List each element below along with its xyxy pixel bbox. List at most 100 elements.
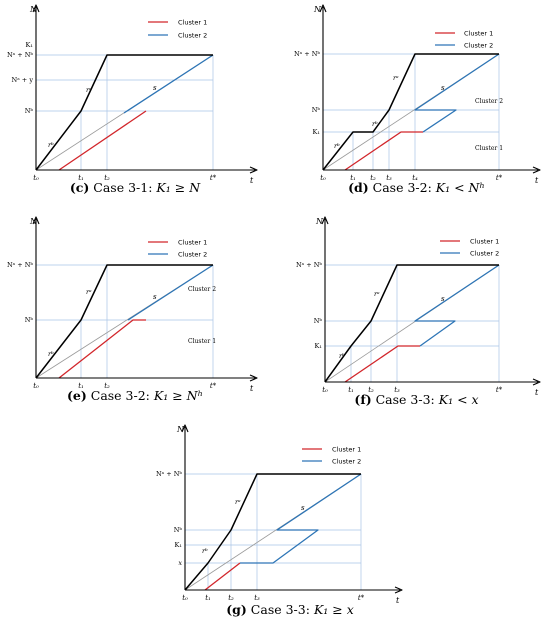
caption-e: (e) Case 3-2: K₁ ≥ Nʰ [0, 388, 270, 403]
y-tick-label: K₁ [26, 41, 34, 49]
aggregate-curve [322, 53, 499, 171]
legend-label-cluster1: Cluster 1 [178, 239, 207, 247]
caption-d: (d) Case 3-2: K₁ < Nʰ [283, 180, 550, 195]
caption-condition: K₁ ≥ N [156, 180, 201, 195]
caption-case: Case 3-1: [93, 180, 153, 195]
legend: Cluster 1 Cluster 2 [302, 446, 361, 466]
x-axis-arrow [532, 378, 541, 386]
x-tick-label: t* [210, 174, 217, 182]
y-axis-arrow [319, 4, 327, 13]
y-tick-label: Nᵃ + Nᵇ [7, 51, 33, 59]
legend: Cluster 1 Cluster 2 [440, 238, 499, 258]
y-axis-label: N [29, 217, 38, 226]
slope-label: rᵃ [235, 498, 241, 506]
panel-c: Cluster 1 Cluster 2 N t K₁ Nᵃ + Nᵇ Nᵃ + … [0, 0, 270, 205]
caption-tag: (g) [226, 602, 247, 617]
y-tick-label: x [178, 559, 182, 567]
slope-label: rᵇ [48, 350, 54, 358]
slope-label: rᵇ [48, 141, 54, 149]
slope-label: s [301, 504, 305, 512]
slope-label: rᵃ [393, 74, 399, 82]
region-label-cluster2: Cluster 2 [188, 286, 216, 293]
cluster1-curve [58, 110, 147, 171]
cluster1-curve [58, 319, 146, 379]
x-axis-label: t [535, 176, 539, 185]
x-tick-label: t₄ [412, 174, 418, 182]
x-tick-label: t₁ [78, 382, 84, 390]
y-tick-label: Nᵇ [25, 107, 34, 115]
legend-label-cluster1: Cluster 1 [470, 238, 499, 246]
slope-label: rᵃ [86, 288, 92, 296]
x-axis-arrow [249, 166, 258, 174]
x-tick-label: t* [496, 386, 503, 394]
slope-label: s [441, 295, 445, 303]
caption-case: Case 3-2: [372, 180, 432, 195]
x-tick-label: t₂ [104, 174, 110, 182]
caption-c: (c) Case 3-1: K₁ ≥ N [0, 180, 270, 195]
y-axis-arrow [181, 424, 189, 433]
legend-label-cluster2: Cluster 2 [178, 251, 207, 259]
caption-tag: (e) [66, 388, 87, 403]
x-axis-label: t [396, 596, 400, 605]
slope-label: s [441, 84, 445, 92]
y-axis-label: N [313, 5, 322, 14]
panel-f: Cluster 1 Cluster 2 N t Nᵃ + Nᵇ Nᵇ K₁ t₀… [283, 212, 550, 417]
x-tick-label: t₂ [104, 382, 110, 390]
panel-e: Cluster 1 Cluster 2 N t Nᵃ + Nᵇ Nᵇ t₀ t₁… [0, 212, 270, 417]
slope-label: rᵇ [334, 142, 340, 150]
x-axis-arrow [394, 586, 403, 594]
caption-condition: K₁ < x [438, 392, 479, 407]
caption-f: (f) Case 3-3: K₁ < x [283, 392, 550, 407]
x-tick-label: t* [210, 382, 217, 390]
x-tick-label: t₃ [386, 174, 392, 182]
legend-label-cluster2: Cluster 2 [178, 32, 207, 40]
x-tick-label: t₀ [33, 174, 39, 182]
panel-d: Cluster 1 Cluster 2 N t Nᵃ + Nᵇ Nᵇ K₁ t₀… [283, 0, 550, 205]
y-tick-label: Nᵃ + Nᵇ [296, 261, 322, 269]
x-tick-label: t₁ [350, 174, 356, 182]
cluster1-curve [204, 562, 241, 591]
slope-label: rᵃ [86, 86, 92, 94]
x-tick-label: t₀ [320, 174, 326, 182]
legend-label-cluster2: Cluster 2 [464, 42, 493, 50]
y-tick-label: Nᵇ [174, 526, 183, 534]
x-tick-label: t₂ [368, 386, 374, 394]
y-axis-arrow [32, 216, 40, 225]
diagram-e: Cluster 1 Cluster 2 N t Nᵃ + Nᵇ Nᵇ t₀ t₁… [7, 216, 258, 393]
panel-g: Cluster 1 Cluster 2 N t Nᵃ + Nᵇ Nᵇ K₁ x … [155, 420, 425, 626]
cluster2-curve [414, 264, 500, 347]
x-tick-label: t₂ [370, 174, 376, 182]
slope-label: s [153, 293, 157, 301]
slope-label: rᵇ [339, 352, 345, 360]
x-tick-label: t₀ [182, 594, 188, 602]
caption-g: (g) Case 3-3: K₁ ≥ x [155, 602, 425, 617]
caption-case: Case 3-3: [375, 392, 435, 407]
legend-label-cluster2: Cluster 2 [470, 250, 499, 258]
aggregate-curve [184, 473, 361, 591]
slope-label: s [153, 84, 157, 92]
caption-condition: K₁ ≥ x [313, 602, 354, 617]
caption-tag: (d) [348, 180, 369, 195]
y-axis-arrow [32, 4, 40, 13]
legend-label-cluster1: Cluster 1 [332, 446, 361, 454]
legend: Cluster 1 Cluster 2 [148, 19, 207, 40]
legend: Cluster 1 Cluster 2 [435, 30, 493, 50]
slope-label: rᵇ [202, 547, 208, 555]
x-axis-label: t [535, 388, 539, 397]
x-tick-label: t₀ [322, 386, 328, 394]
y-tick-label: Nᵃ + y [12, 76, 34, 84]
cluster1-curve [344, 345, 420, 383]
x-tick-label: t₁ [78, 174, 84, 182]
caption-condition: K₁ ≥ Nʰ [153, 388, 204, 403]
x-axis-arrow [249, 374, 258, 382]
y-tick-label: Nᵇ [314, 317, 323, 325]
y-tick-label: K₁ [315, 342, 323, 350]
y-tick-label: Nᵇ [25, 316, 34, 324]
diagram-c: Cluster 1 Cluster 2 N t K₁ Nᵃ + Nᵇ Nᵃ + … [7, 4, 258, 185]
cluster2-curve [240, 473, 362, 564]
legend-label-cluster1: Cluster 1 [178, 19, 207, 27]
x-tick-label: t₂ [228, 594, 234, 602]
x-tick-label: t₃ [254, 594, 260, 602]
legend: Cluster 1 Cluster 2 [148, 239, 207, 259]
slope-label: rᵃ [374, 290, 380, 298]
